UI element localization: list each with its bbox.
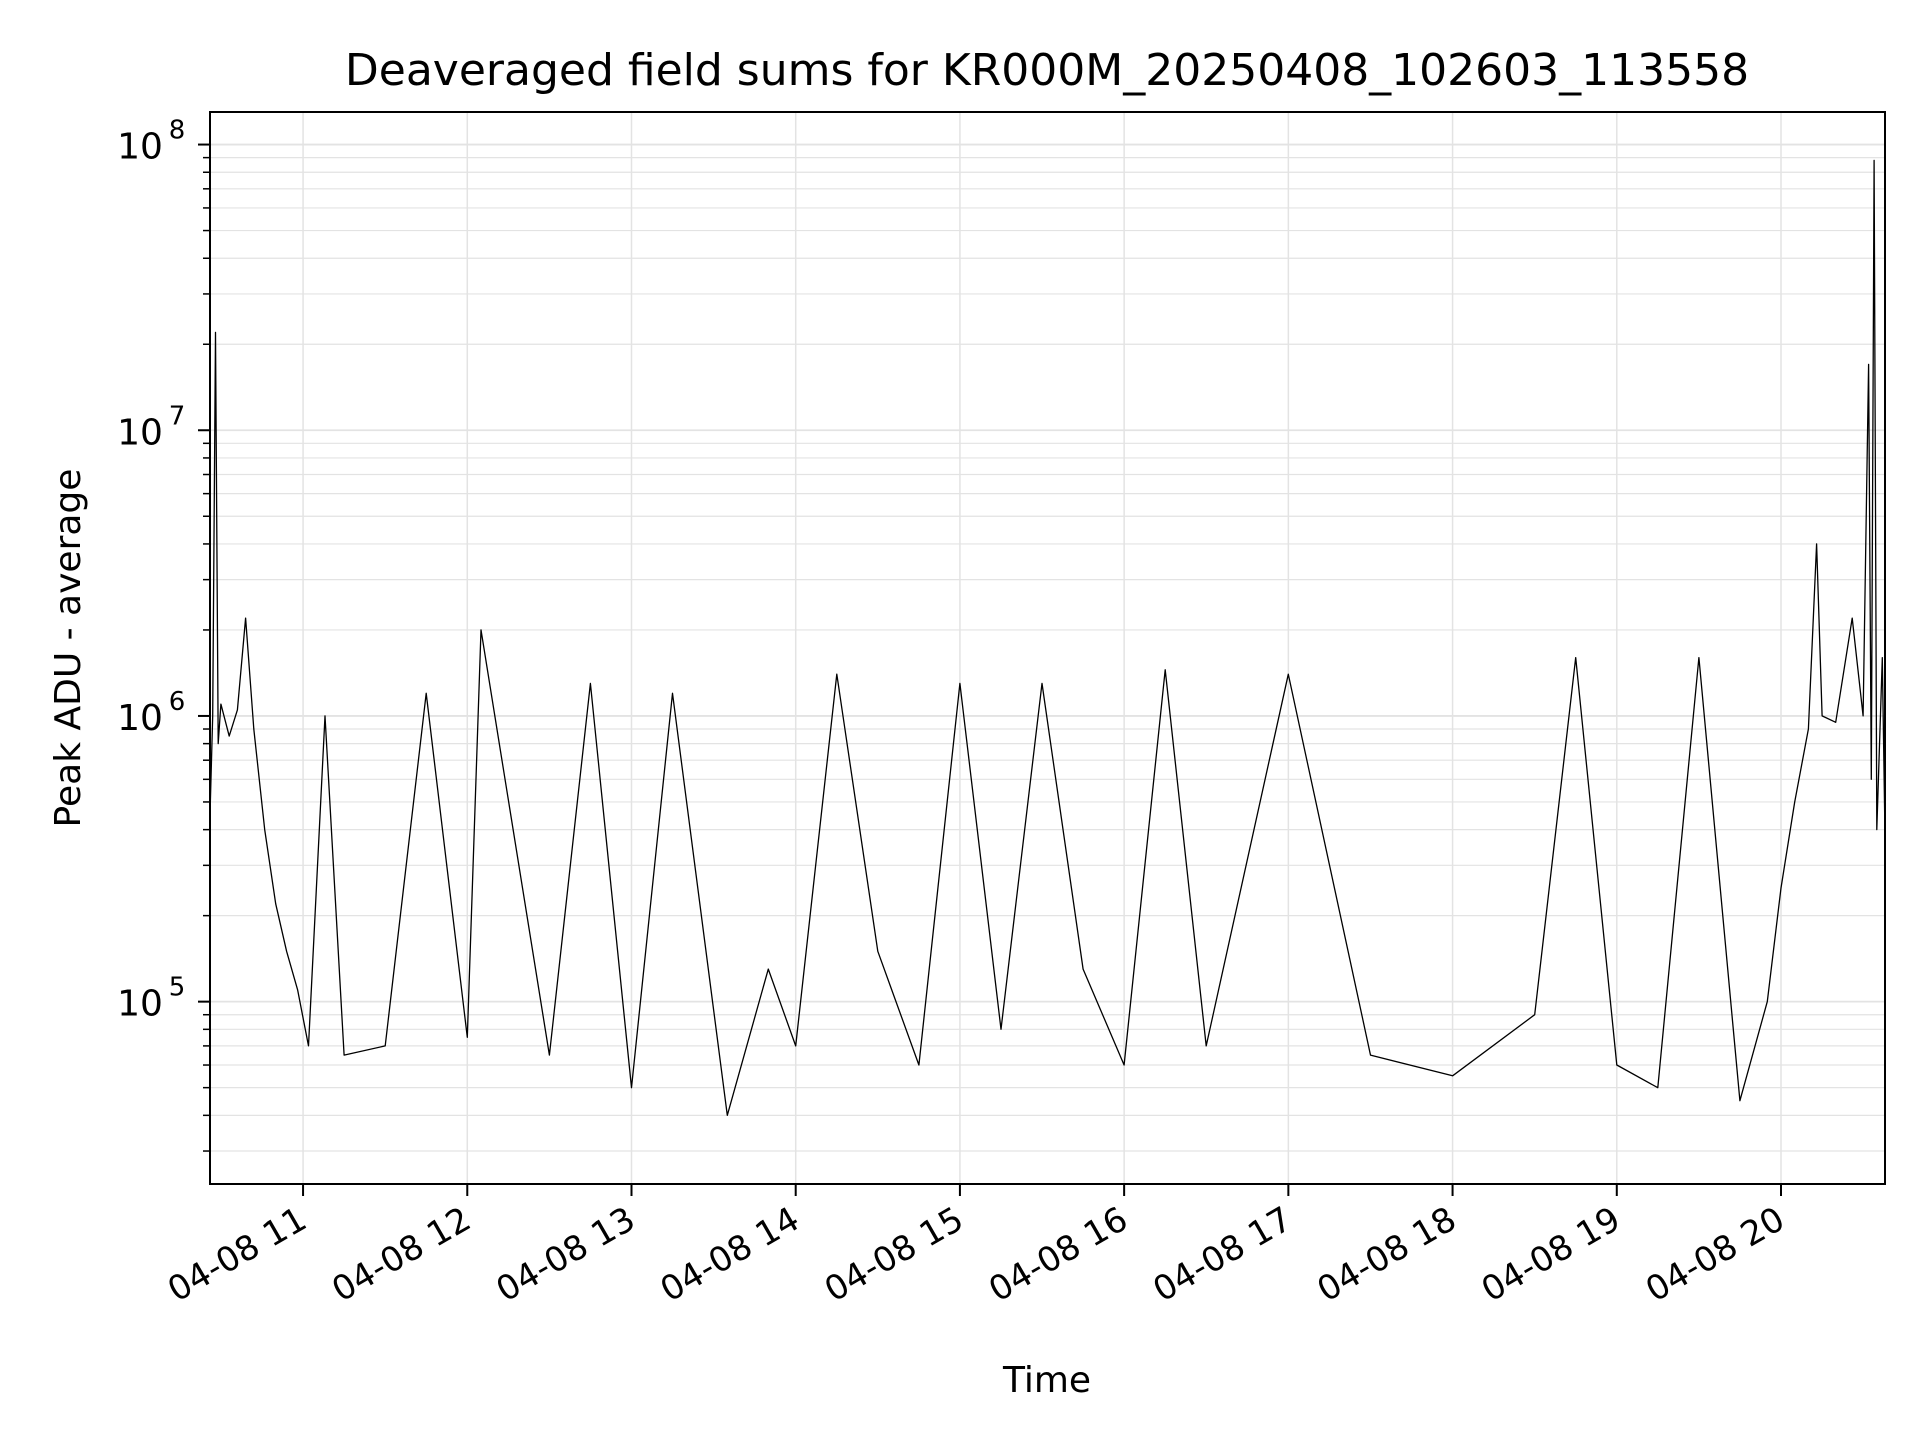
chart-title: Deaveraged field sums for KR000M_2025040… — [345, 45, 1749, 96]
y-tick-label: 10 — [117, 412, 163, 453]
x-axis-label: Time — [1002, 1360, 1091, 1401]
y-tick-exponent: 8 — [169, 116, 186, 146]
y-tick-label: 10 — [117, 698, 163, 739]
y-axis-label: Peak ADU - average — [48, 469, 89, 828]
y-tick-exponent: 6 — [169, 687, 186, 717]
plot-area — [209, 111, 1886, 1185]
y-tick-label: 10 — [117, 127, 163, 168]
y-tick-label: 10 — [117, 984, 163, 1025]
series-line — [209, 159, 1886, 1116]
grid — [210, 112, 1885, 1184]
series — [209, 159, 1886, 1116]
y-tick-exponent: 7 — [169, 401, 186, 431]
y-tick-exponent: 5 — [169, 973, 186, 1003]
